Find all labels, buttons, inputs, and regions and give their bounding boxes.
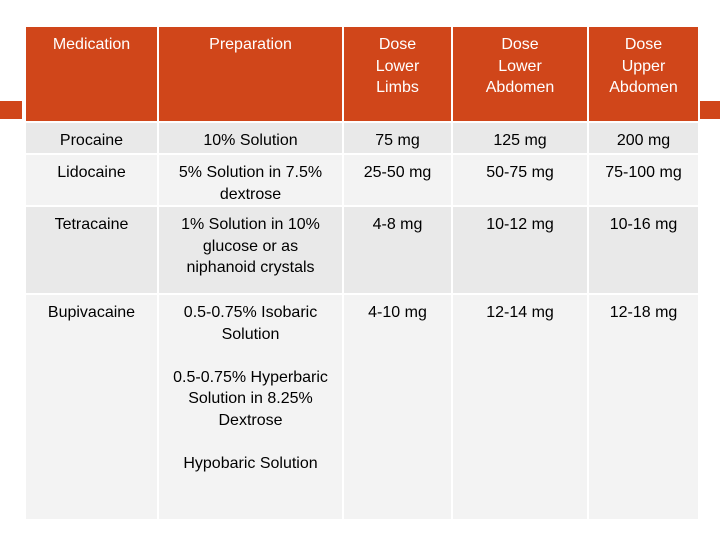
table-cell: Bupivacaine xyxy=(24,293,159,521)
table-cell: 5% Solution in 7.5% dextrose xyxy=(157,153,344,207)
table-cell: 4-8 mg xyxy=(342,205,453,295)
header-row: Medication Preparation Dose Lower Limbs Dos… xyxy=(24,25,700,123)
table-cell: 10% Solution xyxy=(157,121,344,155)
table-cell: 50-75 mg xyxy=(451,153,589,207)
header-cell: Dose Upper Abdomen xyxy=(587,25,700,123)
table-cell: 10-16 mg xyxy=(587,205,700,295)
table-cell: 4-10 mg xyxy=(342,293,453,521)
decoration xyxy=(0,101,22,119)
header-cell: Preparation xyxy=(157,25,344,123)
table-cell: 12-14 mg xyxy=(451,293,589,521)
header-cell: Dose Lower Abdomen xyxy=(451,25,589,123)
cell-paragraph: 0.5-0.75% Isobaric Solution xyxy=(183,304,318,343)
table-cell: 0.5-0.75% Isobaric Solution 0.5-0.75% Hyp… xyxy=(157,293,344,521)
header-cell: Dose Lower Limbs xyxy=(342,25,453,123)
table-cell: Procaine xyxy=(24,121,159,155)
table-cell: 25-50 mg xyxy=(342,153,453,207)
cell-paragraph: Hypobaric Solution xyxy=(183,454,318,472)
table-cell: 1% Solution in 10% glucose or as niphano… xyxy=(157,205,344,295)
dose-table: Medication Preparation Dose Lower Limbs Dos… xyxy=(24,25,700,521)
table-cell: 10-12 mg xyxy=(451,205,589,295)
table-row: Procaine 10% Solution 75 mg 125 mg 200 mg xyxy=(24,121,700,155)
table-cell: 75 mg xyxy=(342,121,453,155)
table-cell: Lidocaine xyxy=(24,153,159,207)
table-cell: 125 mg xyxy=(451,121,589,155)
header-cell: Medication xyxy=(24,25,159,123)
table-row: Tetracaine 1% Solution in 10% glucose or … xyxy=(24,205,700,295)
table-row: Lidocaine 5% Solution in 7.5% dextrose 25-… xyxy=(24,153,700,207)
table-cell: 75-100 mg xyxy=(587,153,700,207)
table-cell: 12-18 mg xyxy=(587,293,700,521)
decoration xyxy=(700,101,720,119)
cell-paragraph: 0.5-0.75% Hyperbaric Solution in 8.25% D… xyxy=(173,368,328,429)
table-cell: Tetracaine xyxy=(24,205,159,295)
table-row: Bupivacaine 0.5-0.75% Isobaric Solution 0.… xyxy=(24,293,700,521)
table-cell: 200 mg xyxy=(587,121,700,155)
